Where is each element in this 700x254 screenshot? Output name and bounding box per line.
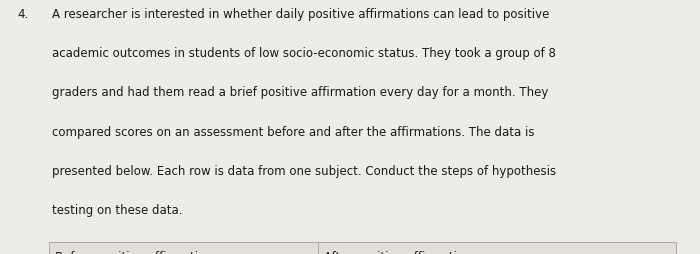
Text: 4.: 4. — [18, 8, 29, 21]
Text: A researcher is interested in whether daily positive affirmations can lead to po: A researcher is interested in whether da… — [52, 8, 550, 21]
Text: testing on these data.: testing on these data. — [52, 204, 183, 217]
Text: Before positive affirmations: Before positive affirmations — [55, 251, 218, 254]
Text: After positive affirmations: After positive affirmations — [324, 251, 477, 254]
Text: graders and had them read a brief positive affirmation every day for a month. Th: graders and had them read a brief positi… — [52, 86, 549, 99]
Text: compared scores on an assessment before and after the affirmations. The data is: compared scores on an assessment before … — [52, 126, 535, 139]
Text: presented below. Each row is data from one subject. Conduct the steps of hypothe: presented below. Each row is data from o… — [52, 165, 556, 178]
Text: academic outcomes in students of low socio-economic status. They took a group of: academic outcomes in students of low soc… — [52, 47, 556, 60]
